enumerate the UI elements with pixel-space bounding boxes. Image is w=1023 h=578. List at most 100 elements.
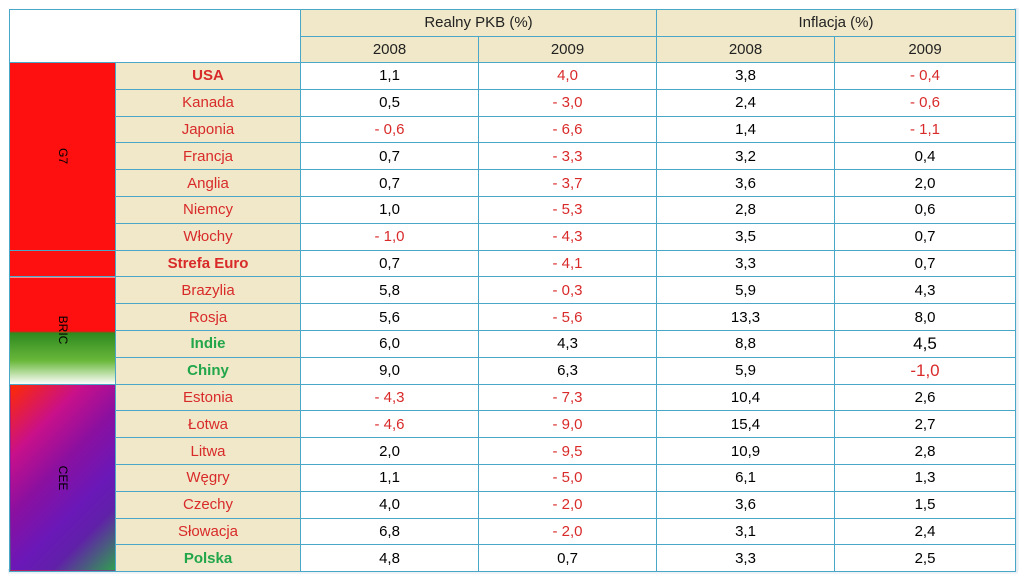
- value-cell: - 0,3: [478, 276, 657, 305]
- value-cell: - 5,6: [478, 303, 657, 331]
- value-cell: 3,8: [656, 62, 835, 90]
- table-row: G7 USA 1,1 4,0 3,8 - 0,4: [9, 62, 1016, 251]
- header-year: 2008: [656, 35, 835, 63]
- value-cell: - 7,3: [478, 383, 657, 412]
- value-cell: 0,7: [834, 222, 1016, 251]
- value-cell: 2,0: [834, 169, 1016, 197]
- value-cell: - 9,5: [478, 437, 657, 465]
- value-cell: - 5,0: [478, 463, 657, 492]
- value-cell: 5,6: [300, 303, 479, 331]
- value-cell: 4,8: [300, 544, 479, 573]
- value-cell: 1,4: [656, 115, 835, 144]
- value-cell: 9,0: [300, 356, 479, 385]
- value-cell: 0,7: [300, 142, 479, 171]
- table-row: BRIC Brazylia 5,8 - 0,3 5,9 4,3: [9, 276, 1016, 385]
- header-corner: [9, 9, 301, 63]
- macro-data-table: Realny PKB (%) Inflacja (%) 2008 2009 20…: [9, 9, 1016, 573]
- table-row: Węgry 1,1 - 5,0 6,1 1,3: [10, 463, 1016, 492]
- value-cell: 4,3: [834, 276, 1016, 305]
- table-row: Litwa 2,0 - 9,5 10,9 2,8: [10, 437, 1016, 465]
- group-label-bric: BRIC: [55, 316, 70, 345]
- header-year: 2008: [300, 35, 479, 63]
- value-cell: 10,4: [656, 383, 835, 412]
- country-name: USA: [115, 62, 301, 90]
- value-cell: - 0,6: [834, 88, 1016, 117]
- table-row: Niemcy 1,0 - 5,3 2,8 0,6: [10, 195, 1016, 224]
- value-cell: 5,9: [656, 356, 835, 385]
- value-cell: 3,6: [656, 169, 835, 197]
- value-cell: 0,4: [834, 142, 1016, 171]
- country-name: Japonia: [115, 115, 301, 144]
- table-row: Rosja 5,6 - 5,6 13,3 8,0: [10, 303, 1016, 331]
- value-cell: 3,3: [656, 249, 835, 278]
- country-name: Czechy: [115, 490, 301, 519]
- value-cell: 3,1: [656, 517, 835, 546]
- value-cell: 0,7: [300, 169, 479, 197]
- value-cell: 4,0: [478, 62, 657, 90]
- value-cell: 8,0: [834, 303, 1016, 331]
- value-cell: 2,6: [834, 383, 1016, 412]
- value-cell: 0,7: [834, 249, 1016, 278]
- value-cell: 5,9: [656, 276, 835, 305]
- value-cell: - 2,0: [478, 490, 657, 519]
- value-cell: 4,0: [300, 490, 479, 519]
- table-shadow-right: [1014, 8, 1019, 571]
- country-name: Francja: [115, 142, 301, 171]
- value-cell: - 1,1: [834, 115, 1016, 144]
- value-cell: - 4,3: [300, 383, 479, 412]
- value-cell: - 3,3: [478, 142, 657, 171]
- value-cell: - 2,0: [478, 517, 657, 546]
- header-year: 2009: [834, 35, 1016, 63]
- value-cell: 2,5: [834, 544, 1016, 573]
- value-cell: 5,8: [300, 276, 479, 305]
- value-cell: 1,3: [834, 463, 1016, 492]
- country-name: Rosja: [115, 303, 301, 331]
- table-row: Anglia 0,7 - 3,7 3,6 2,0: [10, 169, 1016, 197]
- value-cell: 6,3: [478, 356, 657, 385]
- value-cell: 1,1: [300, 463, 479, 492]
- value-cell: - 0,6: [300, 115, 479, 144]
- value-cell: 3,2: [656, 142, 835, 171]
- table-row: Czechy 4,0 - 2,0 3,6 1,5: [10, 490, 1016, 519]
- country-name: Brazylia: [115, 276, 301, 305]
- header-year: 2009: [478, 35, 657, 63]
- value-cell: 10,9: [656, 437, 835, 465]
- value-cell: 3,6: [656, 490, 835, 519]
- value-cell: - 9,0: [478, 410, 657, 439]
- group-label-g7: G7: [55, 148, 70, 165]
- value-cell: 2,8: [834, 437, 1016, 465]
- value-cell: 6,0: [300, 329, 479, 358]
- value-cell: -1,0: [834, 356, 1016, 385]
- value-cell: - 5,3: [478, 195, 657, 224]
- group-cell-cee: CEE: [9, 383, 116, 573]
- table-row: Polska 4,8 0,7 3,3 2,5: [10, 544, 1016, 573]
- country-name: Estonia: [115, 383, 301, 412]
- country-name: Niemcy: [115, 195, 301, 224]
- value-cell: 8,8: [656, 329, 835, 358]
- value-cell: 4,3: [478, 329, 657, 358]
- country-name: Polska: [115, 544, 301, 573]
- value-cell: 2,8: [656, 195, 835, 224]
- value-cell: 6,1: [656, 463, 835, 492]
- header-row-years: 2008 2009 2008 2009: [10, 35, 1016, 63]
- header-row-groups: Realny PKB (%) Inflacja (%): [9, 9, 1016, 63]
- value-cell: 0,5: [300, 88, 479, 117]
- value-cell: - 4,3: [478, 222, 657, 251]
- table-row: Kanada 0,5 - 3,0 2,4 - 0,6: [10, 88, 1016, 117]
- value-cell: - 4,6: [300, 410, 479, 439]
- country-name: Łotwa: [115, 410, 301, 439]
- value-cell: 2,4: [834, 517, 1016, 546]
- header-inflation: Inflacja (%): [656, 9, 1016, 37]
- value-cell: 1,5: [834, 490, 1016, 519]
- group-label-cee: CEE: [55, 465, 70, 491]
- country-name: Kanada: [115, 88, 301, 117]
- value-cell: - 3,7: [478, 169, 657, 197]
- table-row: CEE Estonia - 4,3 - 7,3 10,4 2,6: [9, 383, 1016, 573]
- country-name: Włochy: [115, 222, 301, 251]
- country-name: Anglia: [115, 169, 301, 197]
- value-cell: 2,7: [834, 410, 1016, 439]
- group-cell-euro: [9, 249, 116, 278]
- table-row: Japonia - 0,6 - 6,6 1,4 - 1,1: [10, 115, 1016, 144]
- table-row: Słowacja 6,8 - 2,0 3,1 2,4: [10, 517, 1016, 546]
- table-row: Francja 0,7 - 3,3 3,2 0,4: [10, 142, 1016, 171]
